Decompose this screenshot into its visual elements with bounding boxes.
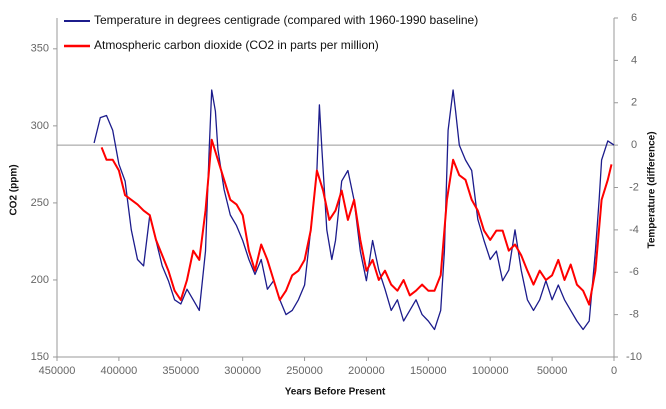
y2-tick-label: 2 (631, 97, 637, 109)
y2-tick-label: -6 (629, 266, 639, 278)
legend-label: Atmospheric carbon dioxide (CO2 in parts… (94, 38, 379, 52)
y-tick-label: 350 (31, 43, 49, 55)
y-tick-label: 300 (31, 120, 49, 132)
y2-tick-label: 0 (631, 139, 637, 151)
y2-tick-label: 6 (631, 12, 637, 24)
x-tick-label: 0 (611, 365, 617, 377)
data-line (100, 138, 613, 306)
x-tick-label: 300000 (224, 365, 261, 377)
x-tick-label: 400000 (101, 365, 138, 377)
y2-axis-title: Temperature (difference) (647, 131, 658, 248)
y-axis-title: CO2 (ppm) (9, 164, 20, 215)
y2-tick-label: -2 (629, 181, 639, 193)
legend-label: Temperature in degrees centigrade (compa… (94, 13, 478, 27)
x-tick-label: 350000 (162, 365, 199, 377)
y2-tick-label: -4 (629, 224, 639, 236)
y2-tick-label: -10 (626, 351, 642, 363)
x-tick-label: 200000 (348, 365, 385, 377)
y2-tick-label: 4 (631, 54, 637, 66)
y-tick-label: 250 (31, 197, 49, 209)
x-tick-label: 450000 (39, 365, 76, 377)
x-axis-title: Years Before Present (285, 387, 386, 398)
data-line (93, 89, 615, 331)
x-tick-label: 100000 (472, 365, 509, 377)
y2-tick-label: -8 (629, 309, 639, 321)
x-tick-label: 250000 (286, 365, 323, 377)
y-tick-label: 200 (31, 274, 49, 286)
y-tick-label: 150 (31, 351, 49, 363)
x-tick-label: 50000 (537, 365, 568, 377)
x-tick-label: 150000 (410, 365, 447, 377)
